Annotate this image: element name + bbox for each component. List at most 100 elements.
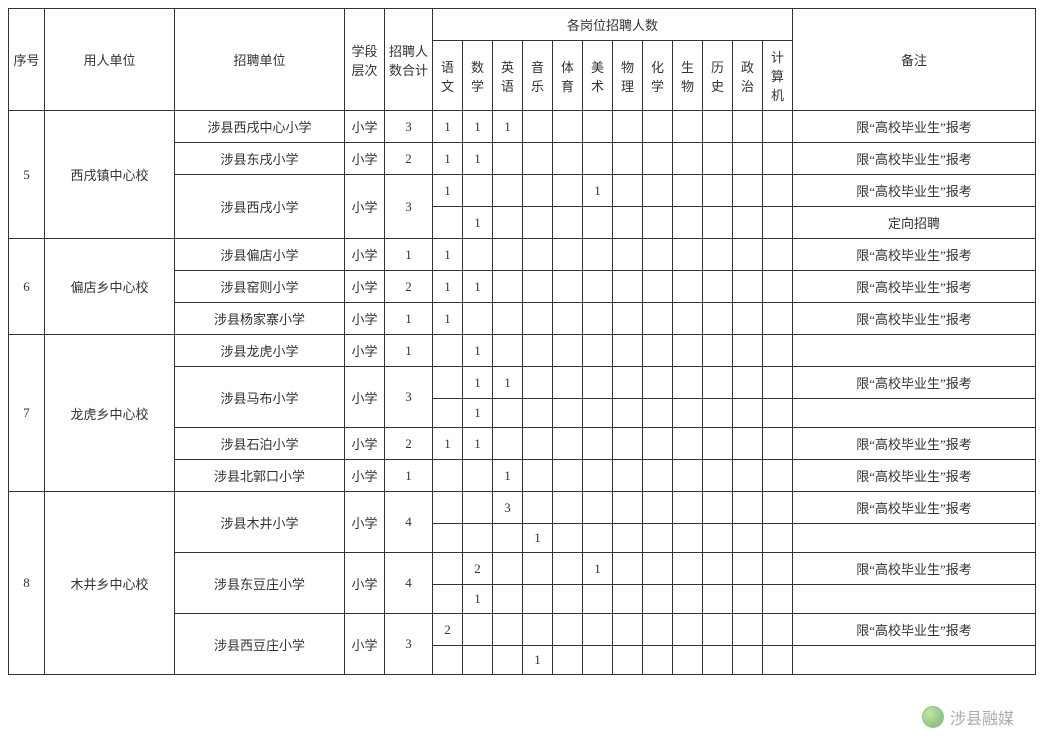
employer-cell: 龙虎乡中心校 [45,335,175,492]
level-cell: 小学 [345,367,385,428]
subject-cell [673,460,703,492]
subject-cell [433,207,463,239]
subject-cell: 1 [463,143,493,175]
subject-cell: 1 [523,524,553,553]
header-subject: 语文 [433,41,463,111]
subject-cell [583,428,613,460]
subject-cell [583,399,613,428]
subject-cell [583,239,613,271]
remark-cell [793,335,1036,367]
total-cell: 4 [385,492,433,553]
subject-cell [733,303,763,335]
subject-cell [583,303,613,335]
subject-cell: 1 [433,143,463,175]
subject-cell [523,492,553,524]
subject-cell [763,271,793,303]
subject-cell [643,460,673,492]
remark-cell: 限“高校毕业生”报考 [793,367,1036,399]
subject-cell [553,271,583,303]
subject-cell [433,646,463,675]
subject-cell [733,271,763,303]
subject-cell [673,207,703,239]
subject-cell [763,143,793,175]
header-employer: 用人单位 [45,9,175,111]
subject-cell [703,399,733,428]
subject-cell [673,553,703,585]
subject-cell [523,207,553,239]
subject-cell [643,335,673,367]
subject-cell: 1 [433,111,463,143]
remark-cell: 限“高校毕业生”报考 [793,271,1036,303]
level-cell: 小学 [345,143,385,175]
subject-cell [673,303,703,335]
subject-cell [673,143,703,175]
watermark: 涉县融媒 [922,705,1014,729]
subject-cell [553,585,583,614]
subject-cell [673,614,703,646]
unit-cell: 涉县马布小学 [175,367,345,428]
remark-cell [793,524,1036,553]
subject-cell [493,207,523,239]
subject-cell [553,524,583,553]
subject-cell [463,175,493,207]
subject-cell [673,492,703,524]
subject-cell [673,367,703,399]
subject-cell [703,524,733,553]
subject-cell: 1 [493,460,523,492]
subject-cell: 3 [493,492,523,524]
subject-cell [613,303,643,335]
header-subject: 历史 [703,41,733,111]
level-cell: 小学 [345,271,385,303]
unit-cell: 涉县西戌中心小学 [175,111,345,143]
header-subject: 物理 [613,41,643,111]
subject-cell: 1 [583,553,613,585]
wechat-icon [922,706,944,728]
subject-cell [583,492,613,524]
subject-cell [523,553,553,585]
subject-cell [553,207,583,239]
subject-cell [763,367,793,399]
header-subject: 政治 [733,41,763,111]
subject-cell [463,460,493,492]
table-row: 8木井乡中心校涉县木井小学小学43限“高校毕业生”报考 [9,492,1036,524]
subject-cell [703,460,733,492]
subject-cell [523,143,553,175]
subject-cell [613,646,643,675]
subject-cell [613,271,643,303]
subject-cell [643,175,673,207]
subject-cell [733,143,763,175]
subject-cell [493,614,523,646]
table-row: 6偏店乡中心校涉县偏店小学小学11限“高校毕业生”报考 [9,239,1036,271]
subject-cell [583,271,613,303]
subject-cell [673,585,703,614]
subject-cell [433,492,463,524]
unit-cell: 涉县龙虎小学 [175,335,345,367]
subject-cell [703,553,733,585]
subject-cell [553,614,583,646]
subject-cell [493,303,523,335]
subject-cell [433,399,463,428]
remark-cell: 限“高校毕业生”报考 [793,614,1036,646]
table-row: 5西戌镇中心校涉县西戌中心小学小学3111限“高校毕业生”报考 [9,111,1036,143]
subject-cell [613,460,643,492]
subject-cell [553,399,583,428]
subject-cell [703,335,733,367]
subject-cell [553,646,583,675]
subject-cell [433,367,463,399]
subject-cell [703,239,733,271]
subject-cell [523,428,553,460]
subject-cell [613,553,643,585]
header-unit: 招聘单位 [175,9,345,111]
subject-cell [433,553,463,585]
subject-cell [733,399,763,428]
total-cell: 2 [385,143,433,175]
header-subject: 音乐 [523,41,553,111]
subject-cell [463,524,493,553]
subject-cell [733,111,763,143]
subject-cell [673,175,703,207]
subject-cell [763,303,793,335]
subject-cell [733,646,763,675]
subject-cell [643,207,673,239]
subject-cell [643,271,673,303]
subject-cell [703,367,733,399]
